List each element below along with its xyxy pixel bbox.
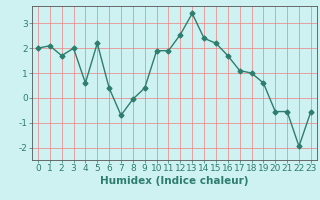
X-axis label: Humidex (Indice chaleur): Humidex (Indice chaleur) <box>100 176 249 186</box>
